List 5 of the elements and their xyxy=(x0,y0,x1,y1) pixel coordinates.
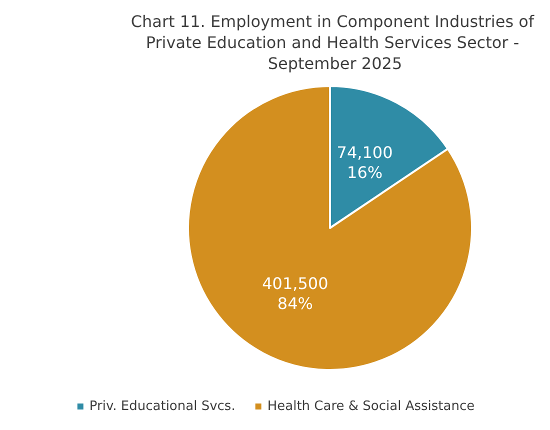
legend-label: Priv. Educational Svcs. xyxy=(89,399,236,414)
chart-title: Chart 11. Employment in Component Industries of Private Education and Health Services Sector - September 2025 xyxy=(130,12,540,73)
data-label: 401,500 84% xyxy=(262,274,328,313)
legend-label: Health Care & Social Assistance xyxy=(267,399,475,414)
data-label: 74,100 16% xyxy=(336,143,393,182)
